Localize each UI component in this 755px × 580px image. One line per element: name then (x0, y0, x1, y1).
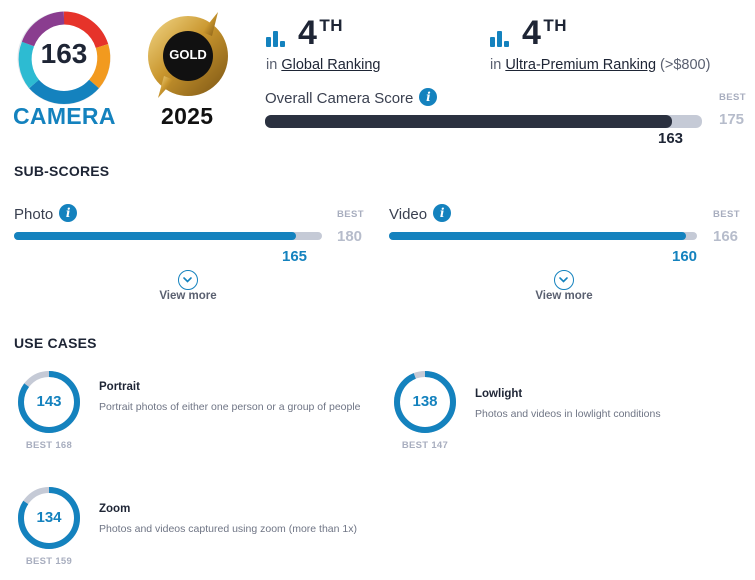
ranking-bars-icon (490, 27, 514, 47)
lowlight-score-value: 138 (412, 393, 438, 410)
video-best-value: 166 (713, 228, 739, 245)
video-view-more-button[interactable]: View more (535, 290, 593, 302)
overall-score-bar (265, 115, 702, 128)
zoom-description: Photos and videos captured using zoom (m… (99, 523, 357, 535)
photo-score-value: 165 (282, 248, 308, 265)
photo-view-more-button[interactable]: View more (159, 290, 217, 302)
video-score-value: 160 (672, 248, 698, 265)
photo-subscore-label: Photo i (14, 204, 78, 224)
zoom-title: Zoom (99, 503, 131, 515)
award-year: 2025 (161, 103, 214, 129)
portrait-score-ring: 143 (16, 369, 82, 435)
photo-best-value: 180 (337, 228, 363, 245)
ultra-premium-rank: 4 TH (522, 14, 568, 52)
photo-score-bar (14, 232, 322, 240)
photo-best-label: BEST (337, 209, 364, 220)
overall-score-label: Overall Camera Score i (265, 88, 438, 108)
portrait-title: Portrait (99, 381, 140, 393)
global-ranking-text: in Global Ranking (266, 57, 381, 73)
zoom-score-value: 134 (36, 509, 62, 526)
overall-score-value: 163 (658, 130, 684, 147)
portrait-best-label: BEST 168 (25, 440, 73, 451)
zoom-best-label: BEST 159 (25, 556, 73, 567)
lowlight-best-label: BEST 147 (401, 440, 449, 451)
lowlight-score-ring: 138 (392, 369, 458, 435)
gold-award-badge: GOLD (136, 10, 240, 100)
global-rank: 4 TH (298, 14, 344, 52)
award-label: GOLD (169, 47, 207, 62)
photo-score-fill (14, 232, 297, 240)
overall-best-label: BEST (719, 92, 746, 103)
video-score-bar (389, 232, 697, 240)
info-icon[interactable]: i (433, 204, 452, 223)
chevron-down-icon[interactable] (554, 270, 574, 290)
ultra-premium-ranking-link[interactable]: Ultra-Premium Ranking (505, 57, 657, 73)
video-subscore-label: Video i (389, 204, 452, 224)
camera-label: CAMERA (13, 103, 116, 129)
subscores-title: SUB-SCORES (14, 163, 110, 179)
camera-score-value: 163 (40, 38, 88, 69)
chevron-down-icon[interactable] (178, 270, 198, 290)
lowlight-description: Photos and videos in lowlight conditions (475, 408, 661, 420)
camera-score-badge: 163 (14, 8, 114, 108)
portrait-score-value: 143 (36, 393, 62, 410)
use-cases-title: USE CASES (14, 335, 97, 351)
ranking-bars-icon (266, 27, 290, 47)
video-best-label: BEST (713, 209, 740, 220)
overall-score-fill (265, 115, 673, 128)
lowlight-title: Lowlight (475, 388, 523, 400)
ultra-premium-ranking-text: in Ultra-Premium Ranking (>$800) (490, 57, 711, 73)
info-icon[interactable]: i (59, 204, 78, 223)
portrait-description: Portrait photos of either one person or … (99, 401, 361, 413)
info-icon[interactable]: i (419, 88, 438, 107)
zoom-score-ring: 134 (16, 485, 82, 551)
global-ranking-link[interactable]: Global Ranking (281, 57, 381, 73)
overall-best-value: 175 (719, 111, 745, 128)
video-score-fill (389, 232, 686, 240)
